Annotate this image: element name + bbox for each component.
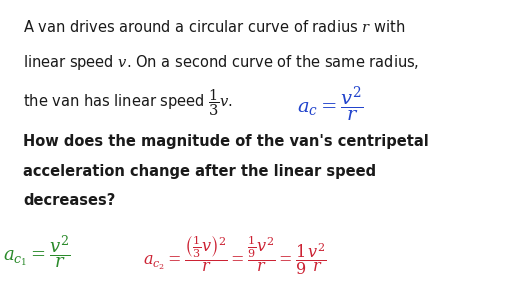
Text: $a_{c_1} = \dfrac{v^2}{r}$: $a_{c_1} = \dfrac{v^2}{r}$ [3,233,70,270]
Text: decreases?: decreases? [23,193,115,208]
Text: $a_{c_2} = \dfrac{\left(\frac{1}{3}v\right)^2}{r} = \dfrac{\frac{1}{9}v^2}{r} = : $a_{c_2} = \dfrac{\left(\frac{1}{3}v\rig… [143,233,327,277]
Text: A van drives around a circular curve of radius $r$ with: A van drives around a circular curve of … [23,19,406,35]
Text: the van has linear speed $\dfrac{1}{3}v$.: the van has linear speed $\dfrac{1}{3}v$… [23,88,233,118]
Text: $a_c = \dfrac{v^2}{r}$: $a_c = \dfrac{v^2}{r}$ [297,85,364,124]
Text: linear speed $v$. On a second curve of the same radius,: linear speed $v$. On a second curve of t… [23,53,419,72]
Text: How does the magnitude of the van's centripetal: How does the magnitude of the van's cent… [23,134,429,149]
Text: acceleration change after the linear speed: acceleration change after the linear spe… [23,164,376,179]
